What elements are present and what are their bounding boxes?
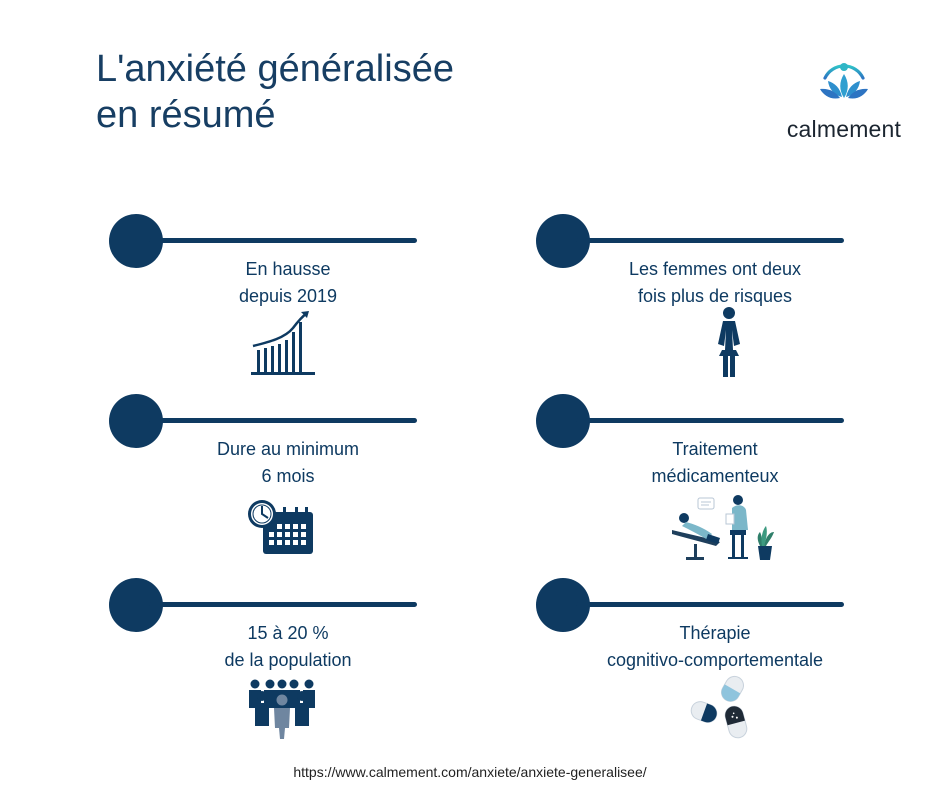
bullet-line (576, 238, 844, 243)
fact-label: Traitement médicamenteux (651, 439, 779, 486)
bullet-line (149, 602, 417, 607)
fact-women: Les femmes ont deux fois plus de risques (536, 214, 846, 384)
fact-rising: En hausse depuis 2019 (109, 214, 419, 384)
rising-bar-chart-icon (251, 311, 315, 375)
bullet-line (576, 418, 844, 423)
fact-duration: Dure au minimum 6 mois (109, 394, 419, 564)
fact-label: Les femmes ont deux fois plus de risques (628, 259, 802, 306)
bullet-line (149, 418, 417, 423)
fact-label: En hausse depuis 2019 (238, 259, 338, 306)
brand-logo[interactable]: calmement (778, 54, 910, 154)
page-title: L'anxiété généralisée en résumé (96, 46, 454, 138)
pill-capsules-icon (690, 675, 748, 739)
therapy-session-icon (672, 495, 774, 560)
bullet-line (576, 602, 844, 607)
fact-label: Dure au minimum 6 mois (216, 439, 360, 486)
bullet-line (149, 238, 417, 243)
people-group-icon (249, 679, 315, 739)
title-line-2: en résumé (96, 94, 276, 136)
fact-label: 15 à 20 % de la population (224, 623, 352, 670)
woman-icon (718, 307, 740, 377)
clock-calendar-icon (248, 500, 313, 554)
lotus-person-icon (820, 63, 868, 99)
source-url[interactable]: https://www.calmement.com/anxiete/anxiet… (293, 764, 647, 780)
fact-label: Thérapie cognitivo-comportementale (606, 623, 824, 670)
brand-name: calmement (786, 116, 902, 142)
title-line-1: L'anxiété généralisée (96, 48, 454, 90)
fact-population: 15 à 20 % de la population (109, 578, 419, 748)
fact-therapy: Thérapie cognitivo-comportementale (536, 578, 846, 748)
fact-treatment: Traitement médicamenteux (536, 394, 846, 564)
